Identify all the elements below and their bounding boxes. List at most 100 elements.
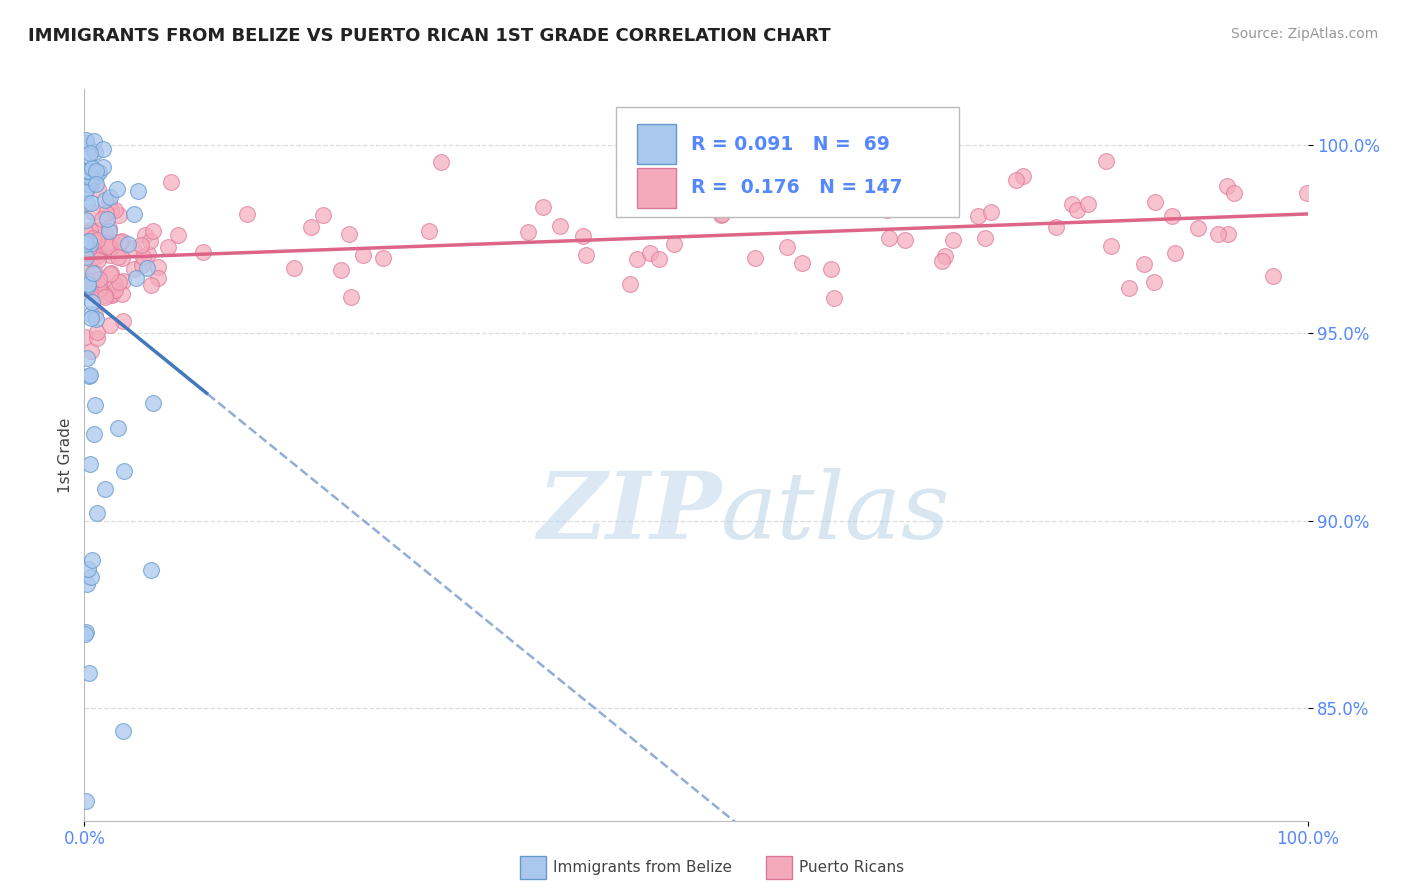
Point xyxy=(942,233,965,247)
Point xyxy=(1133,256,1156,270)
Point xyxy=(1263,269,1285,284)
Point xyxy=(129,237,152,252)
Point xyxy=(97,238,120,252)
Point xyxy=(107,421,129,435)
Point xyxy=(83,232,105,246)
Point xyxy=(82,266,104,280)
Point xyxy=(139,234,162,248)
Point xyxy=(79,176,101,190)
Point xyxy=(82,204,104,219)
Point xyxy=(96,240,118,254)
Point xyxy=(236,207,259,221)
Point xyxy=(87,272,110,286)
Point xyxy=(97,221,120,235)
Point xyxy=(1118,281,1140,295)
Point xyxy=(75,261,97,276)
Point xyxy=(548,219,571,233)
Point xyxy=(77,240,100,254)
Point xyxy=(711,207,734,221)
Point xyxy=(1216,227,1239,242)
Point xyxy=(76,175,98,189)
Point xyxy=(94,288,117,302)
Point xyxy=(83,134,105,148)
Point xyxy=(98,318,121,332)
Point xyxy=(876,202,898,217)
Point xyxy=(87,275,110,289)
Point xyxy=(87,165,110,179)
Point xyxy=(193,244,215,259)
Point xyxy=(167,228,190,243)
Point xyxy=(112,274,135,288)
Point xyxy=(94,290,117,304)
Point xyxy=(792,256,814,270)
Point xyxy=(87,285,110,299)
Point xyxy=(136,247,159,261)
Point xyxy=(96,236,118,251)
Point xyxy=(134,227,156,242)
Point xyxy=(340,290,363,304)
Point xyxy=(77,177,100,191)
Point xyxy=(77,274,100,288)
Point xyxy=(1223,186,1246,201)
Text: ZIP: ZIP xyxy=(537,468,721,558)
Point xyxy=(77,241,100,255)
Point xyxy=(76,351,98,366)
Point xyxy=(111,313,134,327)
Point xyxy=(80,307,103,321)
Point xyxy=(1143,275,1166,289)
Point xyxy=(714,184,737,198)
Point xyxy=(77,562,100,576)
Point xyxy=(662,236,685,251)
Point xyxy=(75,250,97,264)
Point xyxy=(575,248,598,262)
Point xyxy=(79,237,101,252)
Point xyxy=(76,576,98,591)
Point xyxy=(312,208,335,222)
Point xyxy=(82,161,104,175)
Point xyxy=(80,252,103,266)
Point xyxy=(86,233,108,247)
Point xyxy=(418,224,440,238)
Point xyxy=(373,251,395,265)
Point xyxy=(83,308,105,322)
Point xyxy=(111,234,134,248)
Point xyxy=(77,234,100,248)
Point xyxy=(76,277,98,292)
Point xyxy=(76,235,98,250)
Point xyxy=(86,249,108,263)
Point xyxy=(1045,220,1067,235)
Point xyxy=(879,230,901,244)
Point xyxy=(104,283,127,297)
Point xyxy=(886,170,908,185)
Point xyxy=(83,427,105,442)
Point xyxy=(893,233,915,247)
Point xyxy=(84,311,107,326)
Point xyxy=(79,311,101,326)
Point xyxy=(299,220,322,235)
Point xyxy=(80,233,103,247)
Point xyxy=(77,369,100,384)
Text: Source: ZipAtlas.com: Source: ZipAtlas.com xyxy=(1230,27,1378,41)
Point xyxy=(82,294,104,309)
Point xyxy=(117,237,139,252)
Point xyxy=(100,287,122,301)
Point xyxy=(108,235,131,249)
Point xyxy=(82,231,104,245)
Point xyxy=(697,188,720,202)
Point xyxy=(94,483,117,497)
Point xyxy=(97,195,120,210)
Point xyxy=(980,204,1002,219)
Text: Immigrants from Belize: Immigrants from Belize xyxy=(553,860,731,874)
Point xyxy=(101,288,124,302)
Point xyxy=(127,184,149,198)
Point xyxy=(75,235,97,250)
Point xyxy=(97,239,120,253)
Point xyxy=(1004,172,1026,186)
Point xyxy=(86,164,108,178)
Point xyxy=(966,209,988,223)
Point xyxy=(84,145,107,160)
Point xyxy=(91,142,114,156)
Point xyxy=(108,276,131,290)
Point xyxy=(86,331,108,345)
Point xyxy=(79,170,101,185)
